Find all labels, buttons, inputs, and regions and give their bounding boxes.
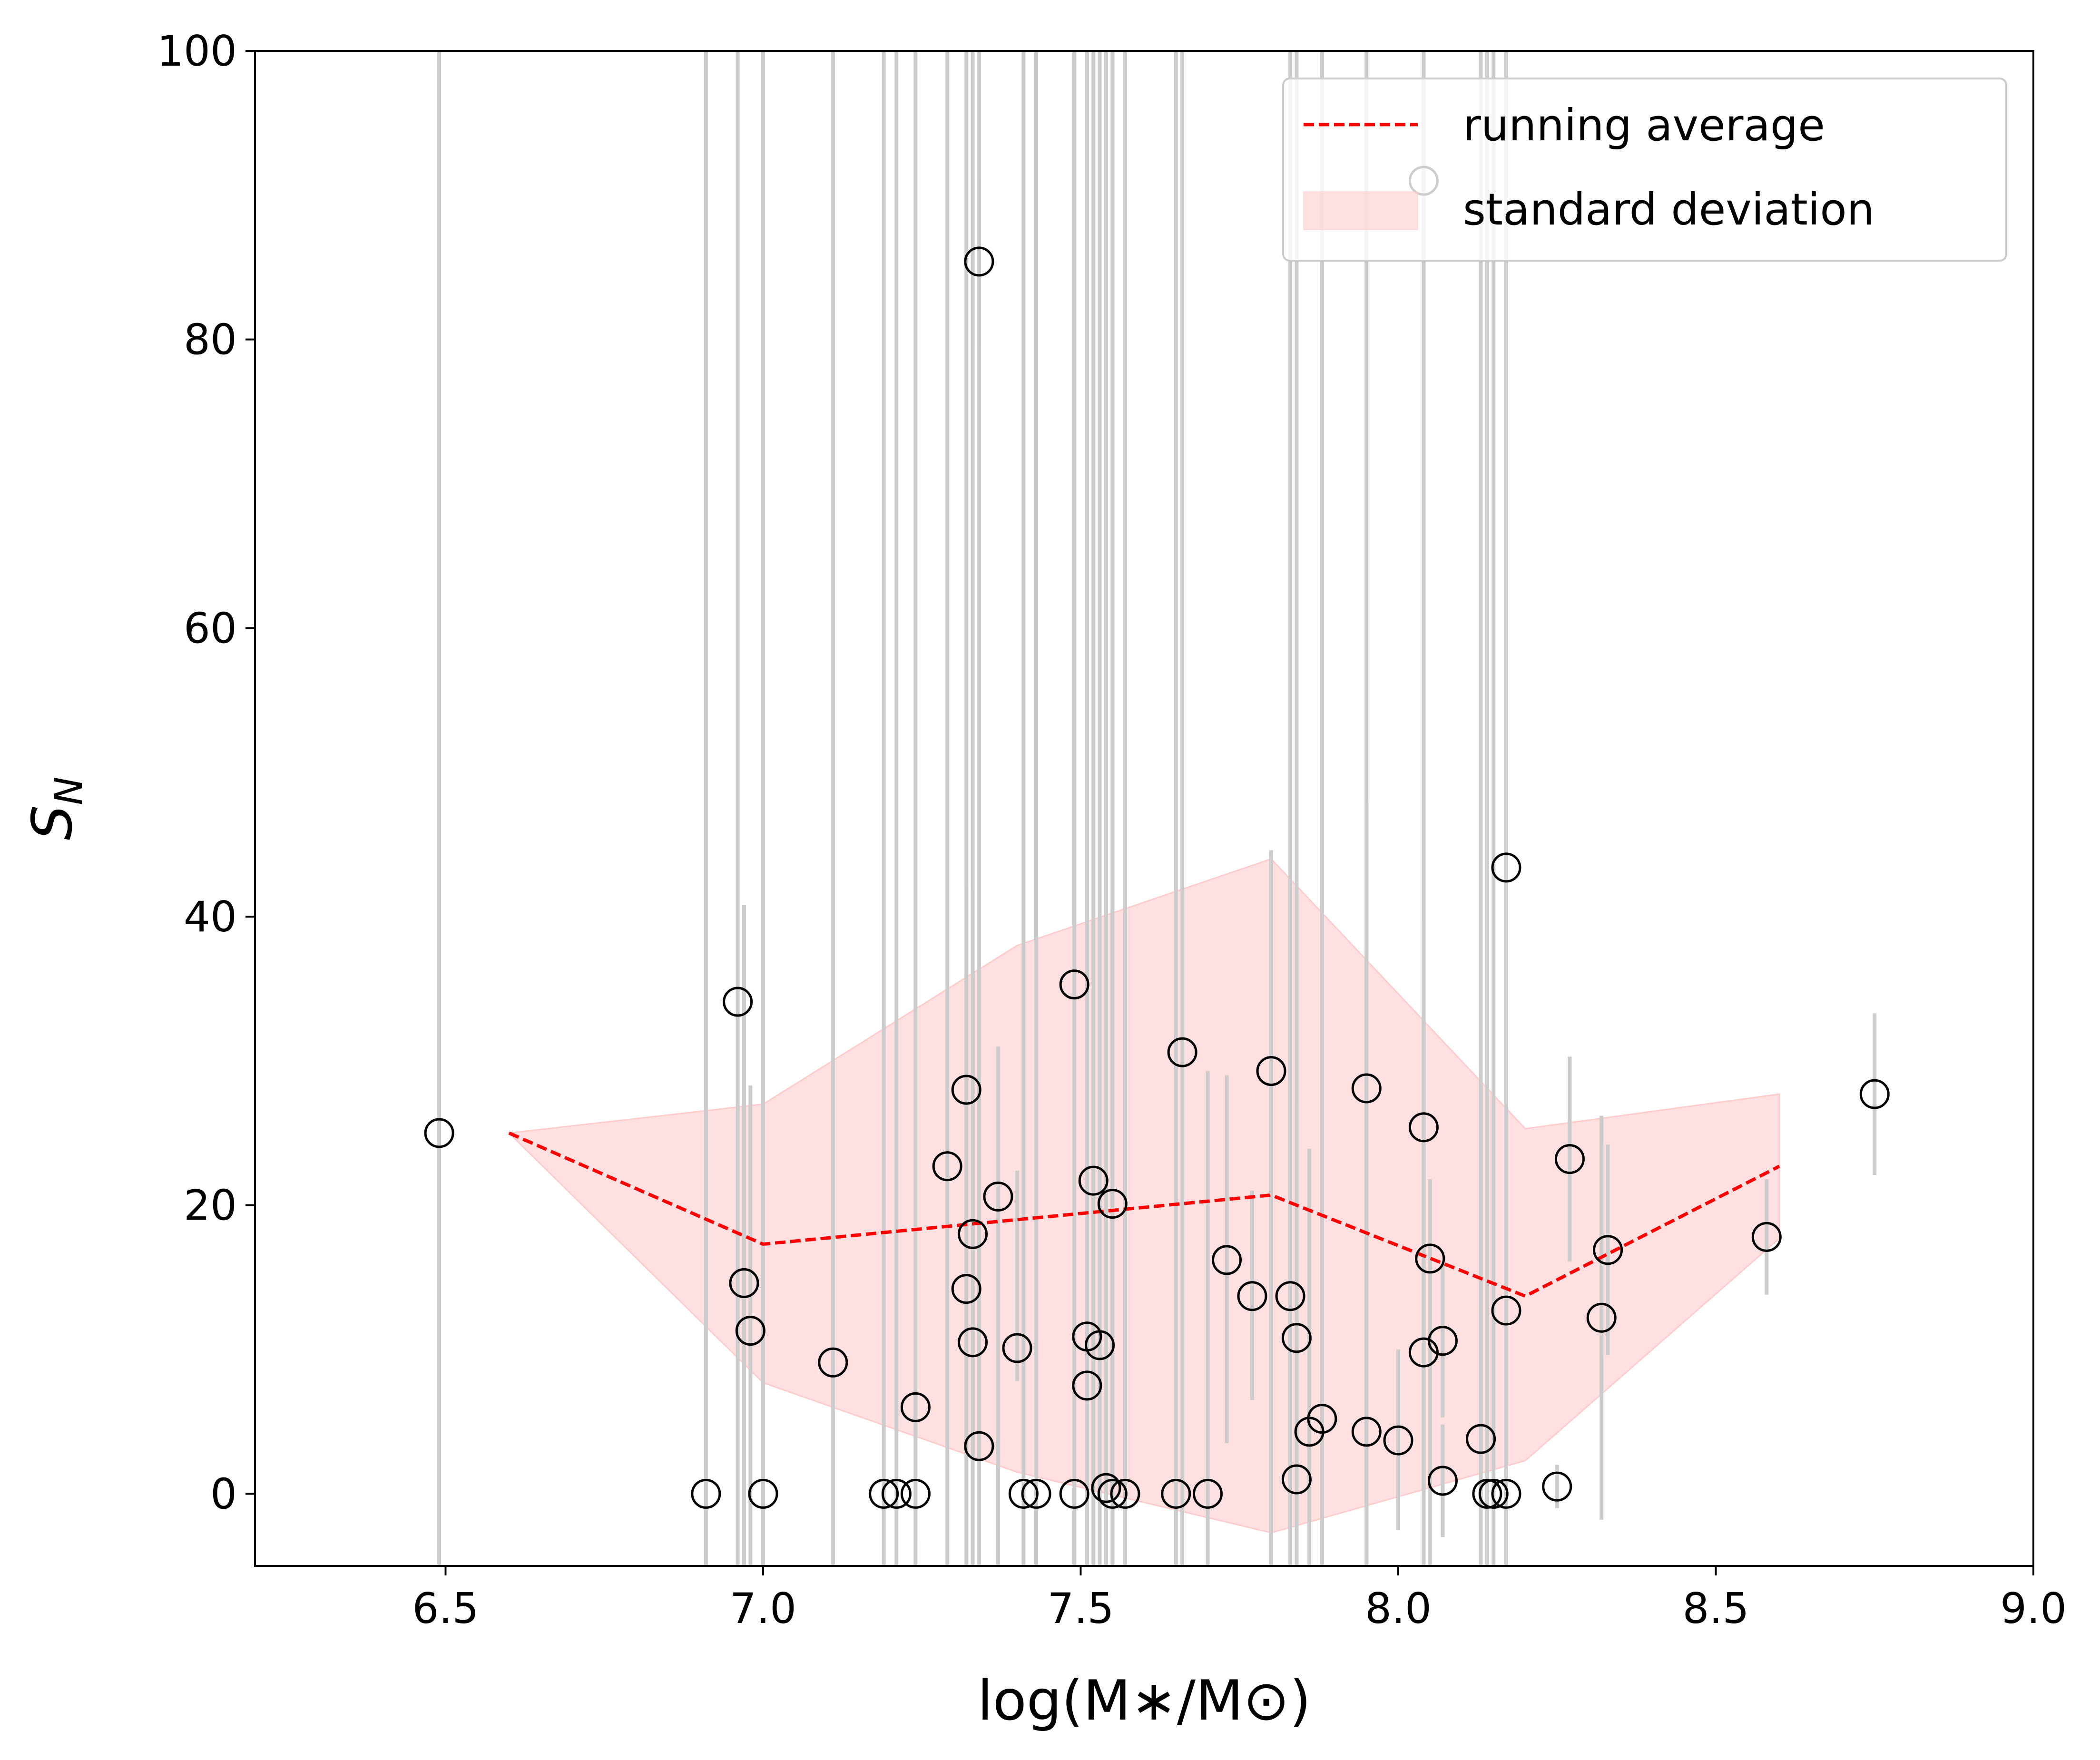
data-point-16	[964, 246, 994, 277]
data-point-4	[735, 1316, 765, 1346]
data-point-39	[1281, 1323, 1312, 1353]
data-point-35	[1212, 1245, 1242, 1275]
data-point-43	[1351, 1073, 1382, 1104]
y-tick-label: 0	[210, 1469, 237, 1518]
data-point-57	[1491, 1478, 1521, 1509]
y-tick-label: 100	[157, 27, 237, 76]
data-point-52	[1466, 1424, 1496, 1454]
axis-ticks: 6.5 7.0 7.5 8.0 8.5 9.0 0 20 40 60 80 100	[157, 27, 2067, 1633]
data-point-56	[1491, 1295, 1521, 1326]
data-point-14	[958, 1219, 988, 1249]
data-point-3	[729, 1268, 759, 1298]
y-tick-label: 40	[184, 892, 237, 941]
data-point-19	[1002, 1333, 1032, 1363]
data-point-0	[424, 1118, 454, 1148]
data-point-31	[1110, 1478, 1140, 1509]
data-point-9	[900, 1478, 931, 1509]
data-point-42	[1307, 1404, 1337, 1434]
legend-label-running-average: running average	[1463, 100, 1825, 151]
legend-label-standard-deviation: standard deviation	[1463, 184, 1874, 235]
plot-frame	[254, 50, 2034, 1567]
y-axis-label-subscript: N	[47, 777, 91, 805]
std-deviation-band	[507, 858, 1780, 1534]
data-point-46	[1408, 1112, 1439, 1143]
x-axis-label: log(M∗/M⊙)	[978, 1669, 1311, 1733]
data-point-8	[881, 1478, 912, 1509]
data-point-21	[1021, 1478, 1051, 1509]
y-axis-label-main: S	[20, 805, 85, 841]
data-point-44	[1351, 1417, 1382, 1447]
data-point-2	[723, 987, 753, 1017]
data-point-18	[983, 1181, 1013, 1212]
data-point-34	[1193, 1478, 1223, 1509]
data-point-55	[1491, 852, 1521, 883]
data-point-1	[691, 1478, 721, 1509]
data-point-54	[1478, 1478, 1509, 1509]
data-point-32	[1161, 1478, 1191, 1509]
data-point-11	[932, 1151, 962, 1182]
x-tick-label: 9.0	[2000, 1584, 2067, 1633]
data-point-51	[1427, 1466, 1458, 1496]
data-point-40	[1281, 1464, 1312, 1495]
data-point-27	[1085, 1330, 1115, 1360]
data-point-12	[951, 1075, 981, 1105]
data-point-63	[1859, 1079, 1890, 1109]
data-point-50	[1427, 1326, 1458, 1356]
data-point-45	[1383, 1425, 1413, 1456]
data-point-60	[1586, 1302, 1617, 1333]
data-point-62	[1751, 1222, 1782, 1252]
x-tick-label: 6.5	[412, 1584, 479, 1633]
y-tick-label: 60	[184, 604, 237, 653]
data-point-15	[958, 1327, 988, 1358]
x-tick-label: 7.0	[730, 1584, 796, 1633]
data-point-30	[1097, 1478, 1128, 1509]
data-point-20	[1008, 1478, 1039, 1509]
data-point-37	[1256, 1056, 1286, 1086]
data-point-22	[1059, 969, 1089, 1000]
data-point-28	[1091, 1473, 1121, 1503]
data-point-29	[1097, 1189, 1128, 1219]
data-point-53	[1472, 1478, 1502, 1509]
x-tick-label: 8.5	[1683, 1584, 1749, 1633]
data-point-33	[1167, 1037, 1197, 1067]
y-tick-label: 80	[184, 315, 237, 364]
data-point-6	[818, 1347, 848, 1378]
data-point-36	[1237, 1281, 1267, 1311]
legend-swatch-standard-deviation	[1303, 191, 1418, 230]
y-tick-label: 20	[184, 1181, 237, 1230]
data-point-23	[1059, 1478, 1089, 1509]
data-point-10	[900, 1392, 931, 1422]
data-point-13	[951, 1274, 981, 1304]
data-point-49	[1415, 1243, 1445, 1274]
y-axis-label: SN	[20, 777, 91, 840]
data-point-59	[1554, 1144, 1585, 1174]
x-tick-label: 7.5	[1048, 1584, 1114, 1633]
data-point-58	[1542, 1471, 1572, 1502]
data-point-7	[869, 1478, 899, 1509]
plot-area	[424, 51, 1890, 1566]
data-point-61	[1593, 1235, 1623, 1265]
legend-box	[1282, 78, 2007, 262]
legend: running average standard deviation	[1282, 78, 2007, 262]
running-average-line	[508, 1131, 1780, 1298]
x-tick-label: 8.0	[1365, 1584, 1432, 1633]
data-point-26	[1078, 1165, 1109, 1196]
data-point-5	[748, 1478, 778, 1509]
data-point-25	[1072, 1370, 1102, 1401]
data-point-17	[964, 1431, 994, 1461]
data-point-38	[1275, 1281, 1305, 1311]
